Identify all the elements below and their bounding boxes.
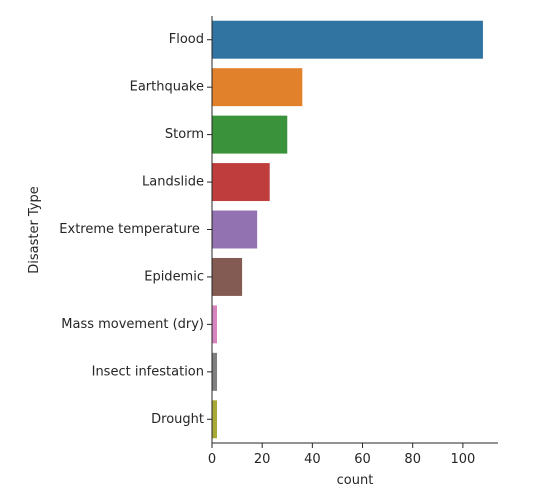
y-tick-label: Epidemic <box>144 269 204 284</box>
y-axis-title: Disaster Type <box>27 186 42 274</box>
bar-epidemic <box>212 257 243 296</box>
y-tick-label: Mass movement (dry) <box>61 317 204 332</box>
bars-group <box>212 20 483 439</box>
x-axis-title: count <box>337 473 374 488</box>
y-tick-label: Flood <box>169 32 204 47</box>
bar-landslide <box>212 163 270 202</box>
bar-extreme-temperature <box>212 210 258 249</box>
x-tick-label: 0 <box>208 452 216 467</box>
y-tick-label: Extreme temperature <box>59 222 204 237</box>
bar-drought <box>212 400 218 439</box>
y-tick-label: Drought <box>151 412 204 427</box>
bar-mass-movement-dry <box>212 305 218 344</box>
bar-flood <box>212 20 483 59</box>
bar-insect-infestation <box>212 352 218 391</box>
bar-storm <box>212 115 288 154</box>
y-tick-label: Storm <box>165 127 204 142</box>
bar-earthquake <box>212 68 303 107</box>
y-tick-label: Earthquake <box>130 80 204 95</box>
x-tick-label: 20 <box>254 452 271 467</box>
x-tick-label: 60 <box>354 452 371 467</box>
x-ticks: 0 20 40 60 80 100 <box>208 443 475 467</box>
x-tick-label: 100 <box>450 452 475 467</box>
x-tick-label: 40 <box>304 452 321 467</box>
y-tick-label: Insect infestation <box>92 364 204 379</box>
x-tick-label: 80 <box>404 452 421 467</box>
y-tick-label: Landslide <box>142 175 204 190</box>
y-tick-labels: Flood Earthquake Storm Landslide Extreme tem… <box>59 32 212 427</box>
